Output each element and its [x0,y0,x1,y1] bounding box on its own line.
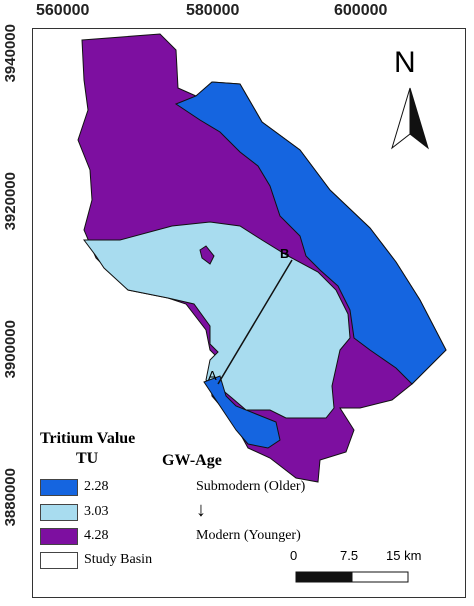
zone-mid-tritium [83,221,351,419]
legend-item-4-28: 4.28 Modern (Younger) [40,526,301,546]
legend-age-header: GW-Age [162,452,222,469]
legend-swatch [40,503,78,521]
x-tick-560000: 560000 [36,2,90,19]
zone-low-tritium-upper [174,81,447,385]
legend-swatch [40,527,78,545]
profile-label-a: A [208,368,217,383]
profile-line [217,259,293,385]
zone-high-islet [199,245,215,265]
legend-value: Study Basin [84,552,153,567]
legend-age: Submodern (Older) [196,479,306,494]
legend-age: Modern (Younger) [196,528,301,543]
legend-item-study-basin: Study Basin [40,550,152,570]
legend-unit-header: TU [76,450,99,467]
scale-label-0: 0 [290,548,298,563]
legend-value: 4.28 [84,528,109,543]
down-arrow-icon: ↓ [196,499,206,521]
legend-title: Tritium Value [40,430,136,447]
x-tick-580000: 580000 [186,2,240,19]
scale-label-7-5: 7.5 [340,548,359,563]
legend-item-3-03: 3.03 [40,502,196,522]
north-arrow-icon [391,87,429,150]
legend-value: 2.28 [84,479,109,494]
legend-value: 3.03 [84,504,109,519]
legend-swatch [40,551,78,569]
map-frame [32,28,466,598]
zone-low-tritium-lower [203,375,281,449]
north-label: N [394,46,416,79]
scale-label-15km: 15 km [386,548,422,563]
scale-bar [295,571,409,583]
profile-label-b: B [280,246,290,261]
legend-swatch [40,478,78,496]
legend-item-2-28: 2.28 Submodern (Older) [40,477,305,497]
x-tick-600000: 600000 [334,2,388,19]
